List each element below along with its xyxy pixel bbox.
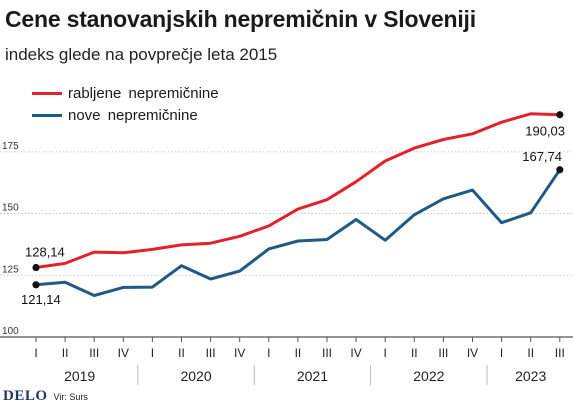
x-tick-label: IV	[234, 346, 245, 360]
x-tick-label: IV	[118, 346, 129, 360]
start-marker-new	[32, 281, 40, 289]
end-marker-used	[556, 111, 564, 119]
year-label: 2019	[64, 368, 95, 384]
x-tick-label: I	[500, 346, 503, 360]
data-label-end-used: 190,03	[525, 124, 565, 139]
data-label-start-used: 128,14	[25, 245, 65, 260]
x-tick-label: I	[151, 346, 154, 360]
y-tick-label: 125	[2, 264, 19, 275]
x-tick-label: I	[384, 346, 387, 360]
legend-item-new: nove nepremičnine	[32, 104, 219, 126]
page-title: Cene stanovanjskih nepremičnin v Sloveni…	[5, 6, 476, 32]
legend-label-used: rabljene nepremičnine	[68, 84, 219, 102]
series-line-new	[34, 168, 562, 297]
legend-item-used: rabljene nepremičnine	[32, 82, 219, 104]
publisher-logo: DELO	[3, 388, 48, 404]
x-tick-label: III	[89, 346, 99, 360]
x-tick-label: II	[178, 346, 185, 360]
y-tick-label: 100	[2, 326, 19, 337]
legend-swatch-used	[32, 91, 62, 95]
chart-legend: rabljene nepremičnine nove nepremičnine	[32, 82, 219, 126]
data-label-end-new: 167,74	[522, 149, 562, 164]
x-tick-label: II	[62, 346, 69, 360]
x-tick-label: III	[555, 346, 565, 360]
year-label: 2020	[180, 368, 211, 384]
year-label: 2023	[515, 368, 546, 384]
legend-swatch-new	[32, 113, 62, 117]
legend-label-new: nove nepremičnine	[68, 106, 198, 124]
start-marker-used	[32, 263, 40, 272]
x-tick-label: II	[527, 346, 534, 360]
year-label: 2021	[297, 368, 328, 384]
year-label: 2022	[413, 368, 444, 384]
chart-subtitle: indeks glede na povprečje leta 2015	[5, 45, 278, 64]
x-tick-label: I	[267, 346, 270, 360]
x-tick-label: I	[34, 346, 37, 360]
x-tick-label: III	[206, 346, 216, 360]
x-tick-label: IV	[350, 346, 361, 360]
x-tick-label: II	[295, 346, 302, 360]
y-tick-label: 175	[2, 141, 19, 152]
series-line-used	[34, 112, 562, 269]
x-tick-label: III	[438, 346, 448, 360]
end-marker-new	[556, 166, 564, 174]
source-note: Vir: Surs	[53, 392, 88, 402]
y-tick-label: 150	[2, 203, 19, 214]
x-tick-label: IV	[467, 346, 478, 360]
x-tick-label: II	[411, 346, 418, 360]
chart-footer: DELO Vir: Surs	[3, 388, 88, 405]
x-tick-label: III	[322, 346, 332, 360]
data-label-start-new: 121,14	[21, 292, 61, 307]
